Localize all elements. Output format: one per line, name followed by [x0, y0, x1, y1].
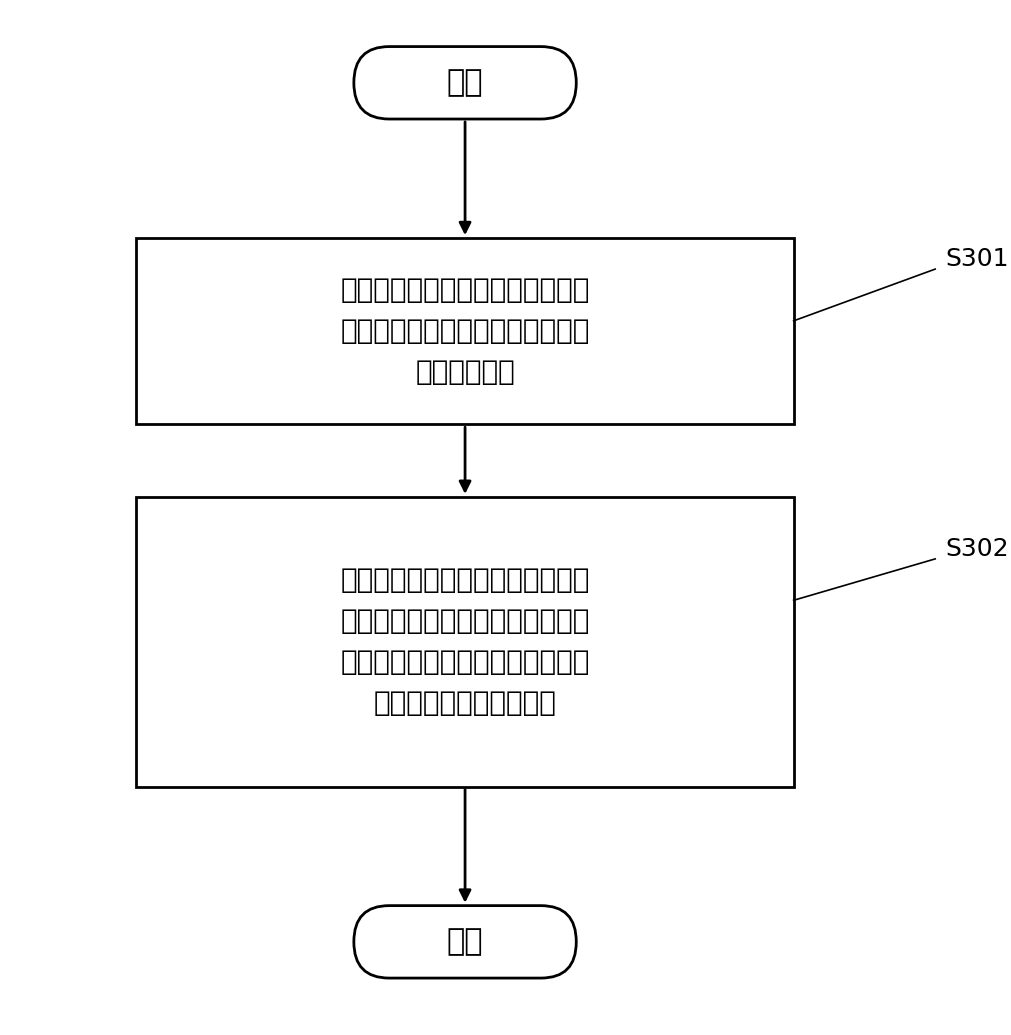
Text: 提取预设周数内同一学生特定日的
上车位置信息，并统计每一上车位
置信息的次数: 提取预设周数内同一学生特定日的 上车位置信息，并统计每一上车位 置信息的次数: [341, 276, 589, 386]
Bar: [136, 497, 794, 787]
Text: S301: S301: [945, 246, 1009, 271]
Text: 将次数最多的上车位置信息设为该
学生特定日的高频上车位置信息，
并将高频上车位置信息更新为该学
生特定日的预设站点位置: 将次数最多的上车位置信息设为该 学生特定日的高频上车位置信息， 并将高频上车位置…: [341, 566, 589, 717]
FancyBboxPatch shape: [354, 906, 576, 978]
Text: 开始: 开始: [447, 68, 483, 97]
Text: S302: S302: [945, 536, 1009, 561]
FancyBboxPatch shape: [354, 47, 576, 119]
Bar: [136, 238, 794, 424]
Text: 结束: 结束: [447, 927, 483, 956]
